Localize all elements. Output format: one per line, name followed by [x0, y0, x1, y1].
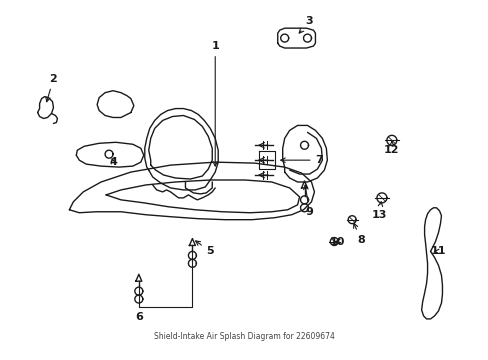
Text: 3: 3: [299, 16, 313, 33]
Text: 7: 7: [280, 155, 323, 165]
Text: 11: 11: [430, 247, 446, 256]
Text: 6: 6: [135, 312, 142, 322]
Text: Shield-Intake Air Splash Diagram for 22609674: Shield-Intake Air Splash Diagram for 226…: [153, 332, 334, 341]
Text: 10: 10: [329, 237, 344, 247]
Text: 4: 4: [109, 157, 117, 167]
Text: 13: 13: [370, 202, 386, 220]
Text: 12: 12: [383, 141, 399, 155]
Text: 8: 8: [353, 223, 364, 244]
Text: 2: 2: [46, 74, 57, 102]
Text: 5: 5: [195, 241, 214, 256]
Text: 9: 9: [303, 185, 313, 217]
Text: 1: 1: [211, 41, 219, 166]
